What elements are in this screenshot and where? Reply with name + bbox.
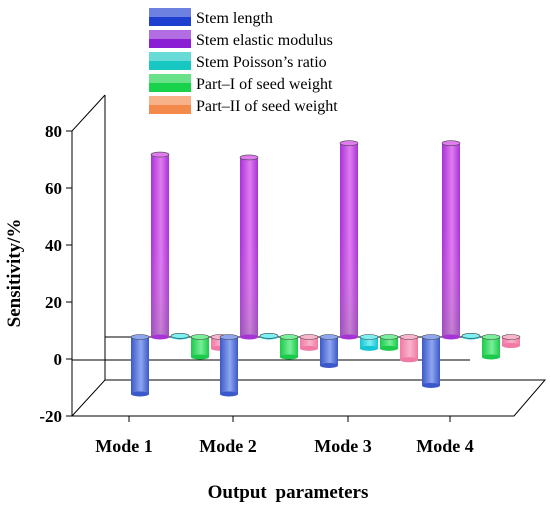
- legend-swatch: [149, 52, 191, 70]
- bar: [190, 334, 210, 360]
- y-tick-label: 80: [45, 122, 62, 141]
- bar: [441, 140, 461, 340]
- legend-swatch: [149, 8, 191, 26]
- bar: [421, 334, 441, 388]
- bar: [501, 334, 521, 349]
- bar: [319, 334, 339, 368]
- y-tick-label: -20: [39, 407, 62, 426]
- legend-item: Stem Poisson’s ratio: [149, 52, 327, 71]
- top-depth-edge: [71, 94, 106, 132]
- y-tick-label: 40: [45, 236, 62, 255]
- legend-swatch: [149, 74, 191, 92]
- bar: [219, 334, 239, 397]
- x-tick-label: Mode 4: [416, 436, 474, 456]
- y-tick-label: 0: [54, 350, 63, 369]
- x-axis-ticks: Mode 1 Mode 2 Mode 3 Mode 4: [95, 416, 474, 456]
- bar: [259, 333, 279, 340]
- x-tick-label: Mode 2: [199, 436, 257, 456]
- bar: [150, 151, 170, 340]
- legend-item: Stem length: [149, 8, 273, 27]
- legend-label: Stem Poisson’s ratio: [196, 54, 327, 71]
- x-tick-label: Mode 1: [95, 436, 153, 456]
- bar: [339, 140, 359, 340]
- x-axis-label: Output parameters: [208, 482, 369, 503]
- bar: [279, 334, 299, 360]
- bar: [461, 333, 481, 340]
- legend: Stem length Stem elastic modulus Stem Pois…: [149, 8, 338, 115]
- y-axis-ticks: -20 0 20 40 60 80: [39, 122, 72, 426]
- x-tick-label: Mode 3: [314, 436, 372, 456]
- legend-label: Stem length: [196, 10, 273, 27]
- y-tick-label: 60: [45, 179, 62, 198]
- bar: [399, 334, 419, 363]
- floor-outline: [71, 379, 547, 417]
- legend-item: Stem elastic modulus: [149, 30, 333, 49]
- bar: [170, 333, 190, 340]
- y-tick-label: 20: [45, 293, 62, 312]
- bars: [130, 140, 521, 397]
- legend-label: Stem elastic modulus: [196, 32, 333, 49]
- bar: [299, 334, 319, 351]
- legend-swatch: [149, 96, 191, 114]
- y-axis-label: Sensitivity/%: [4, 219, 25, 328]
- bar: [379, 334, 399, 351]
- bar: [359, 334, 379, 351]
- legend-label: Part–I of seed weight: [196, 76, 333, 93]
- bar: [481, 334, 501, 360]
- legend-item: Part–II of seed weight: [149, 96, 338, 115]
- legend-label: Part–II of seed weight: [196, 98, 338, 115]
- bar: [130, 334, 150, 397]
- legend-item: Part–I of seed weight: [149, 74, 333, 93]
- legend-swatch: [149, 30, 191, 48]
- bar: [239, 154, 259, 340]
